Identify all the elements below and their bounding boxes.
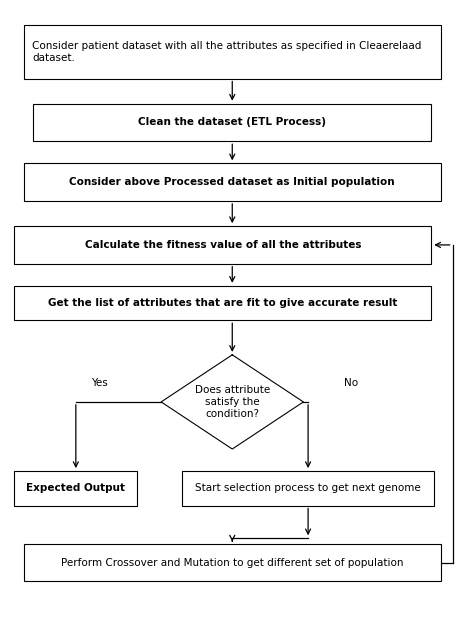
- Text: Get the list of attributes that are fit to give accurate result: Get the list of attributes that are fit …: [48, 298, 398, 308]
- Text: Start selection process to get next genome: Start selection process to get next geno…: [195, 484, 421, 493]
- FancyBboxPatch shape: [24, 544, 441, 581]
- Text: Clean the dataset (ETL Process): Clean the dataset (ETL Process): [138, 117, 326, 127]
- Text: Consider patient dataset with all the attributes as specified in Cleaerelaad
dat: Consider patient dataset with all the at…: [32, 41, 421, 63]
- Polygon shape: [161, 355, 303, 449]
- FancyBboxPatch shape: [14, 471, 137, 506]
- FancyBboxPatch shape: [182, 471, 434, 506]
- Text: Calculate the fitness value of all the attributes: Calculate the fitness value of all the a…: [84, 240, 361, 250]
- FancyBboxPatch shape: [14, 286, 431, 320]
- Text: No: No: [344, 378, 358, 388]
- Text: Expected Output: Expected Output: [27, 484, 125, 493]
- Text: Consider above Processed dataset as Initial population: Consider above Processed dataset as Init…: [70, 177, 395, 187]
- Text: Perform Crossover and Mutation to get different set of population: Perform Crossover and Mutation to get di…: [61, 558, 403, 568]
- Text: Yes: Yes: [91, 378, 108, 388]
- FancyBboxPatch shape: [24, 163, 441, 201]
- FancyBboxPatch shape: [33, 104, 431, 141]
- FancyBboxPatch shape: [24, 25, 441, 78]
- Text: Does attribute
satisfy the
condition?: Does attribute satisfy the condition?: [195, 386, 270, 418]
- FancyBboxPatch shape: [14, 226, 431, 264]
